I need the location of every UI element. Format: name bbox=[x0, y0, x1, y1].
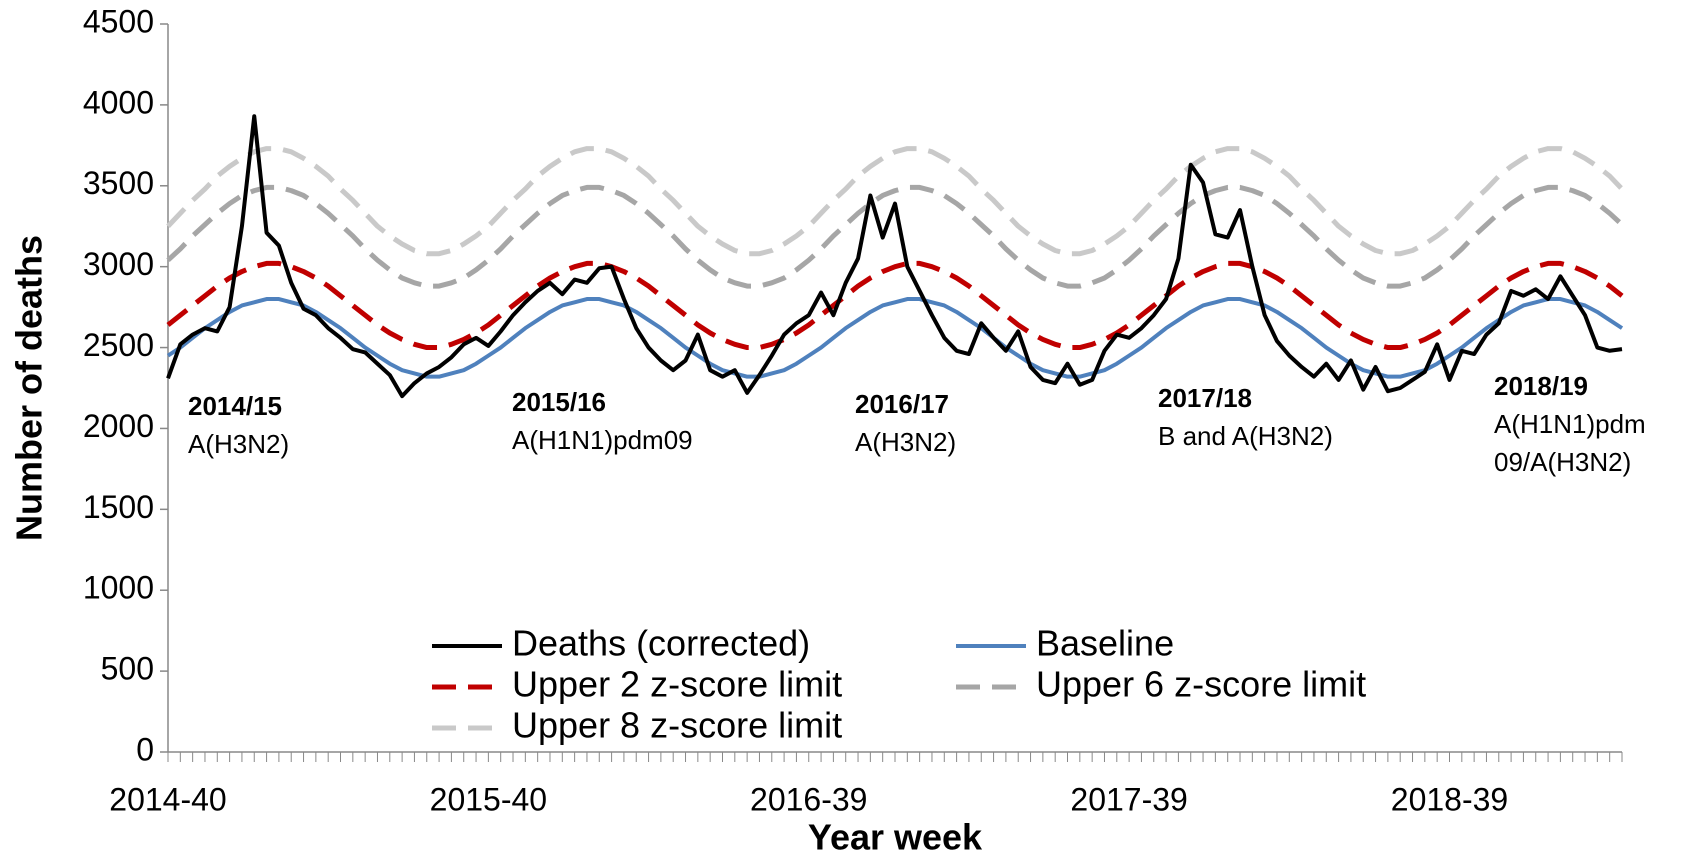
series-line bbox=[166, 260, 1624, 351]
legend-label: Baseline bbox=[1036, 623, 1174, 664]
annotation-text: A(H1N1)pdm bbox=[1494, 409, 1646, 439]
annotation-title: 2016/17 bbox=[855, 389, 949, 419]
annotation-title: 2014/15 bbox=[188, 391, 282, 421]
x-tick-label: 2018-39 bbox=[1391, 781, 1508, 817]
annotation-title: 2017/18 bbox=[1158, 383, 1252, 413]
series-line bbox=[166, 297, 1624, 379]
annotation-text: A(H3N2) bbox=[188, 429, 289, 459]
annotation-text: B and A(H3N2) bbox=[1158, 421, 1333, 451]
legend-label: Deaths (corrected) bbox=[512, 623, 810, 664]
legend-label: Upper 8 z-score limit bbox=[512, 705, 842, 746]
annotation-text: 09/A(H3N2) bbox=[1494, 447, 1631, 477]
y-tick-label: 1500 bbox=[83, 489, 154, 525]
legend-label: Upper 6 z-score limit bbox=[1036, 664, 1366, 705]
y-tick-label: 500 bbox=[101, 651, 154, 687]
y-tick-label: 0 bbox=[136, 731, 154, 767]
annotation-title: 2015/16 bbox=[512, 387, 606, 417]
y-tick-label: 3500 bbox=[83, 165, 154, 201]
annotation-title: 2018/19 bbox=[1494, 371, 1588, 401]
x-tick-label: 2016-39 bbox=[750, 781, 867, 817]
x-axis-title: Year week bbox=[808, 817, 983, 858]
y-tick-label: 2000 bbox=[83, 408, 154, 444]
x-tick-label: 2017-39 bbox=[1070, 781, 1187, 817]
x-tick-label: 2014-40 bbox=[109, 781, 226, 817]
series-line bbox=[166, 114, 1623, 399]
y-tick-label: 1000 bbox=[83, 570, 154, 606]
y-tick-label: 2500 bbox=[83, 327, 154, 363]
series-line bbox=[166, 146, 1624, 257]
annotation-text: A(H1N1)pdm09 bbox=[512, 425, 693, 455]
x-tick-label: 2015-40 bbox=[430, 781, 547, 817]
y-tick-label: 4000 bbox=[83, 84, 154, 120]
y-axis-title: Number of deaths bbox=[9, 235, 50, 541]
y-tick-label: 3000 bbox=[83, 246, 154, 282]
series-line bbox=[166, 184, 1624, 289]
legend-label: Upper 2 z-score limit bbox=[512, 664, 842, 705]
annotation-text: A(H3N2) bbox=[855, 427, 956, 457]
y-tick-label: 4500 bbox=[83, 3, 154, 39]
